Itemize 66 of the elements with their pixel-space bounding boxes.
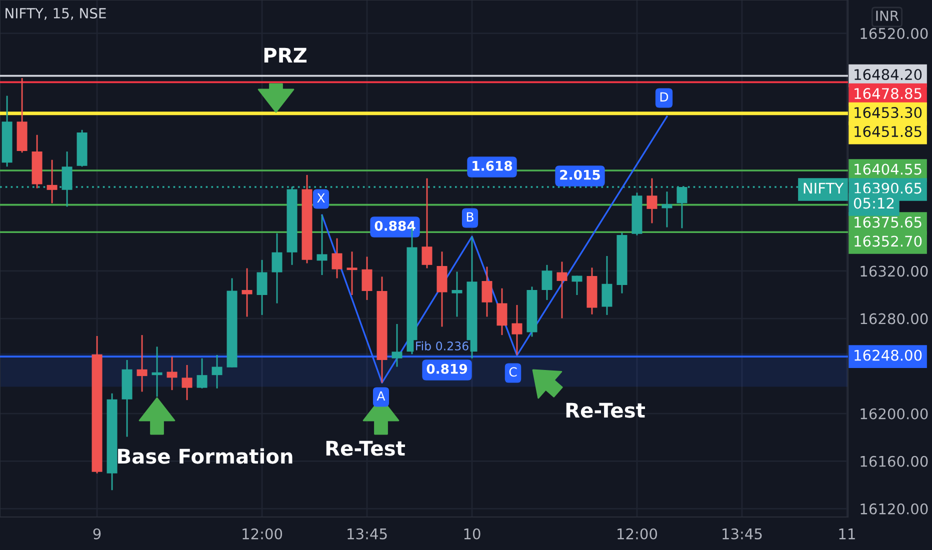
ref-line-label: 16478.85 (854, 88, 922, 100)
y-tick-label: 16320.00 (860, 266, 928, 277)
y-tick-label: 16520.00 (860, 28, 928, 40)
candlestick (242, 268, 252, 318)
y-tick-label: 16200.00 (860, 408, 928, 420)
candlestick (556, 261, 568, 319)
y-tick-label: 16280.00 (860, 313, 928, 324)
annotation: 2.015 (560, 170, 600, 180)
x-tick-label: 11 (839, 528, 855, 540)
x-tick-label: 10 (464, 528, 480, 540)
annotation: Re-Test (566, 402, 645, 418)
ref-line-label: 16390.65 (854, 182, 922, 194)
y-tick-label: 16160.00 (860, 456, 928, 467)
annotation: X (317, 193, 325, 202)
candlestick (392, 323, 402, 368)
candlestick (482, 266, 492, 318)
annotation: A (376, 391, 386, 400)
candlestick (422, 178, 432, 269)
x-tick-label: 12:00 (618, 528, 658, 540)
candlestick (662, 190, 672, 228)
candlestick (646, 178, 658, 224)
ref-line-label: 16453.30 (854, 107, 922, 118)
candlestick (602, 255, 612, 316)
text: 05:12 (854, 198, 894, 209)
candlestick (542, 264, 552, 301)
annotation: 0.819 (426, 364, 468, 374)
candlestick (166, 356, 178, 391)
candlestick (362, 256, 372, 301)
candlestick (316, 214, 328, 276)
annotation: 1.618 (472, 160, 512, 171)
candlestick (182, 364, 192, 401)
annotation: NIFTY (804, 182, 844, 194)
x-tick-label: 13:45 (348, 528, 387, 540)
text: NIFTY, 15, NSE (6, 8, 106, 20)
candlestick (136, 334, 148, 392)
candlestick (496, 288, 508, 336)
annotation: Base Formation (118, 448, 292, 464)
annotation: PRZ (264, 48, 307, 63)
candlestick (212, 354, 222, 390)
candlestick (272, 232, 282, 304)
annotation: B (466, 212, 474, 222)
candlestick (332, 238, 342, 279)
candlestick (572, 275, 582, 296)
ref-line-label: 16375.65 (854, 216, 922, 228)
text: INR (876, 10, 899, 21)
x-tick-label: 12:00 (242, 528, 282, 540)
candlestick (346, 250, 358, 296)
annotation: C (509, 367, 517, 377)
ref-line-label: 16352.70 (854, 236, 922, 247)
annotation: Re-Test (326, 440, 405, 456)
y-tick-label: 16120.00 (860, 503, 928, 514)
candlestick (256, 259, 268, 316)
candlestick (152, 346, 162, 398)
ref-line-label: 16404.55 (854, 164, 922, 175)
candlestick (46, 159, 58, 204)
candlestick (512, 304, 522, 356)
candlestick (452, 270, 462, 318)
x-tick-label: 9 (93, 528, 101, 540)
ref-line-label: 16484.20 (854, 69, 922, 80)
annotation: 0.884 (374, 220, 416, 231)
ref-line-label: 16451.85 (854, 126, 922, 138)
annotation: Fib 0.236 (416, 341, 468, 350)
annotation: D (660, 92, 668, 102)
ref-line-label: 16248.00 (854, 350, 922, 361)
candlestick (196, 358, 208, 390)
x-tick-label: 13:45 (722, 528, 762, 540)
